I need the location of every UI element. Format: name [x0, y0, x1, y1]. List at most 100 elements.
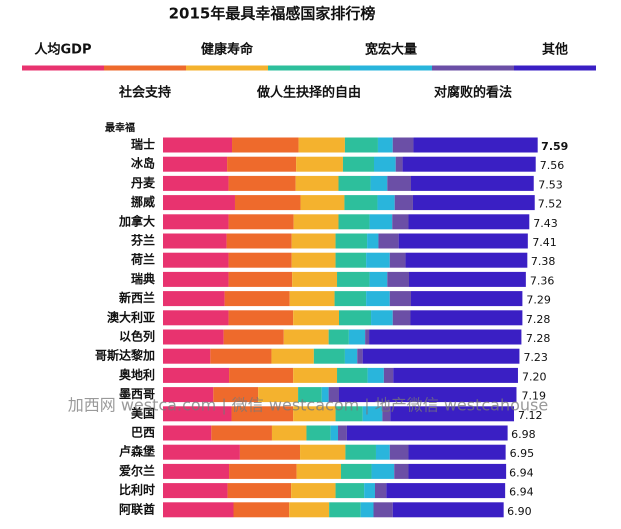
bar-segment — [335, 406, 363, 422]
legend-swatch — [432, 65, 514, 71]
bar-segment — [271, 425, 307, 441]
bar-segment — [412, 195, 535, 211]
bar-segment — [306, 425, 331, 441]
bar-segment — [346, 425, 508, 441]
category-label: 卢森堡 — [119, 444, 155, 459]
total-label: 7.56 — [540, 159, 565, 172]
bar-segment — [337, 271, 370, 287]
category-label: 美国 — [131, 405, 155, 420]
bar-segment — [378, 233, 399, 249]
bar-segment — [410, 310, 523, 326]
bar-segment — [371, 310, 393, 326]
legend-label: 社会支持 — [118, 85, 171, 101]
bar-segment — [395, 156, 403, 172]
bar-segment — [362, 348, 520, 364]
legend-label: 宽宏大量 — [364, 42, 417, 58]
bar-segment — [293, 310, 340, 326]
bar-segment — [392, 310, 411, 326]
total-label: 6.94 — [509, 466, 533, 479]
legend-swatch — [104, 65, 186, 71]
total-label: 7.23 — [523, 351, 548, 364]
bar-segment — [228, 310, 294, 326]
bar-segment — [293, 406, 336, 422]
bar-segment — [377, 195, 395, 211]
bar-segment — [344, 195, 378, 211]
legend-swatch — [186, 65, 268, 71]
bar-segment — [163, 329, 224, 345]
bar-segment — [223, 329, 284, 345]
bar-segment — [296, 156, 343, 172]
bar-segment — [374, 156, 396, 172]
legend-label: 其他 — [542, 42, 568, 58]
bar-segment — [163, 463, 230, 479]
bar-segment — [271, 348, 314, 364]
category-label: 芬兰 — [130, 233, 155, 248]
bar-segment — [339, 310, 372, 326]
total-label: 7.36 — [530, 274, 555, 287]
bar-segment — [387, 175, 411, 191]
category-label: 新西兰 — [119, 290, 155, 305]
bar-segment — [291, 483, 336, 499]
bar-segment — [370, 175, 388, 191]
bar-segment — [328, 387, 340, 403]
bar-segment — [229, 463, 297, 479]
bar-segment — [298, 137, 345, 153]
bar-segment — [163, 271, 229, 287]
bar-segment — [291, 233, 336, 249]
bar-segment — [389, 291, 411, 307]
bar-segment — [163, 444, 240, 460]
bar-segment — [229, 367, 294, 383]
bar-segment — [367, 233, 379, 249]
total-label: 7.52 — [538, 198, 563, 211]
bar-segment — [296, 463, 341, 479]
category-label: 冰岛 — [131, 156, 155, 171]
bar-segment — [163, 367, 230, 383]
legend-swatch — [268, 65, 350, 71]
bar-segment — [386, 483, 506, 499]
bar-segment — [345, 444, 376, 460]
bar-segment — [329, 502, 361, 518]
legend-swatch — [350, 65, 432, 71]
bar-segment — [335, 252, 367, 268]
bar-segment — [335, 233, 368, 249]
bar-segment — [409, 271, 526, 287]
category-label: 阿联酋 — [119, 501, 155, 516]
bar-segment — [410, 291, 523, 307]
bar-segment — [228, 214, 294, 230]
bar-segment — [392, 214, 409, 230]
bar-segment — [293, 367, 338, 383]
bar-segment — [213, 387, 259, 403]
total-label: 6.90 — [507, 505, 532, 518]
bar-segment — [390, 406, 515, 422]
bar-segment — [335, 483, 365, 499]
bar-segment — [233, 502, 290, 518]
bar-segment — [163, 406, 232, 422]
bar-segment — [408, 444, 506, 460]
legend-label: 人均GDP — [35, 42, 92, 58]
bar-segment — [360, 502, 374, 518]
category-label: 奥地利 — [119, 367, 155, 382]
legend-label: 做人生抉择的自由 — [256, 85, 361, 101]
bar-segment — [369, 271, 388, 287]
bar-segment — [408, 214, 530, 230]
bar-segment — [371, 463, 395, 479]
total-label: 7.59 — [541, 140, 568, 153]
bar-segment — [373, 502, 393, 518]
legend-label: 对腐败的看法 — [434, 85, 512, 101]
watermark: 加西网 westca.com | 微信 westcacom | 地产微信 wes… — [68, 396, 549, 415]
bar-segment — [321, 387, 329, 403]
total-label: 6.95 — [510, 447, 535, 460]
bar-segment — [224, 291, 290, 307]
bar-segment — [210, 348, 272, 364]
category-label: 荷兰 — [130, 252, 155, 267]
bar-segment — [163, 483, 228, 499]
category-label: 爱尔兰 — [119, 463, 155, 478]
bar-segment — [348, 329, 366, 345]
category-label: 巴西 — [131, 426, 155, 440]
bar-segment — [295, 175, 339, 191]
bar-segment — [300, 444, 346, 460]
category-label: 加拿大 — [118, 213, 155, 228]
bar-segment — [413, 137, 538, 153]
bar-segment — [228, 252, 292, 268]
